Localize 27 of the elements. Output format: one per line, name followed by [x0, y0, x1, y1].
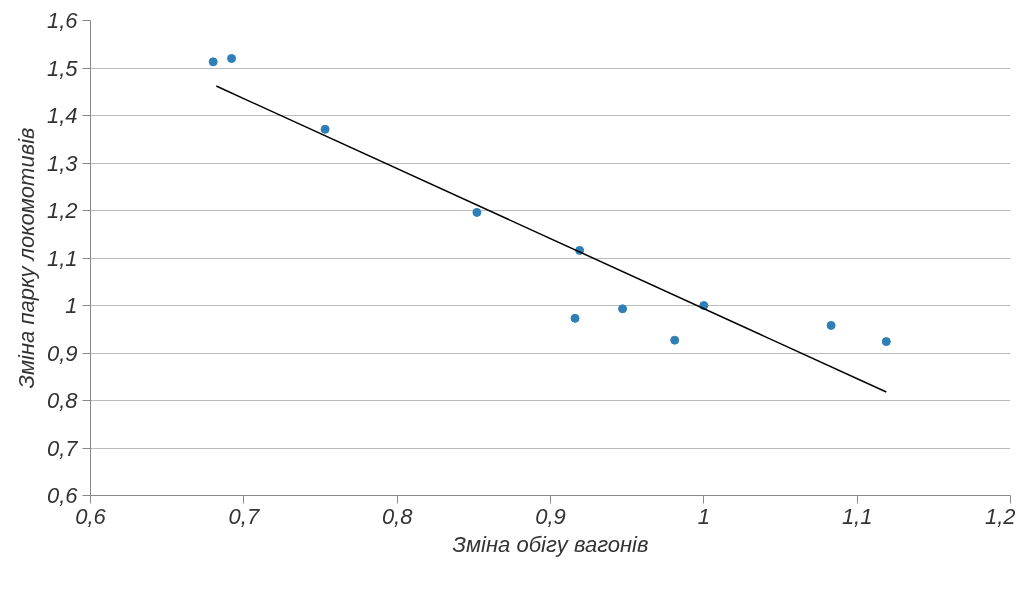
- y-tick-label: 1,4: [46, 103, 78, 128]
- x-axis-title: Зміна обігу вагонів: [452, 531, 649, 557]
- y-tick-label: 1,2: [46, 198, 78, 223]
- x-tick-label: 0,8: [381, 503, 414, 529]
- x-tick-label: 1: [697, 503, 710, 529]
- y-axis-title: Зміна парку локомотивів: [13, 127, 39, 389]
- point: [472, 207, 482, 217]
- x-tick-label: 0,7: [228, 503, 260, 529]
- point: [227, 54, 237, 63]
- y-tick-label: 1,6: [46, 8, 79, 33]
- y-tick-label: 1: [65, 293, 78, 318]
- point: [320, 124, 330, 134]
- y-tick-label: 0,9: [46, 340, 78, 366]
- y-tick-label: 1,5: [46, 55, 79, 81]
- point: [881, 337, 891, 347]
- y-tick-label: 1,3: [46, 150, 79, 176]
- point: [618, 304, 628, 314]
- point: [670, 335, 680, 345]
- y-tick-label: 0,7: [46, 435, 79, 461]
- point: [570, 313, 580, 323]
- x-tick-label: 1,2: [984, 503, 1016, 529]
- y-tick-label: 0,8: [46, 388, 79, 413]
- point: [208, 57, 218, 67]
- point: [826, 320, 836, 330]
- x-tick-label: 0,9: [535, 503, 566, 529]
- y-tick-label: 1,1: [46, 245, 78, 271]
- x-tick-label: 1,1: [841, 503, 873, 529]
